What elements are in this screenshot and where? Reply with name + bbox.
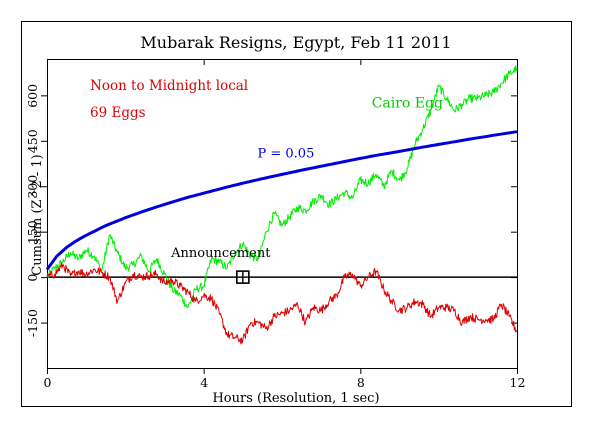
cairo-egg-series-line [46, 65, 518, 308]
x-tick-label: 0 [44, 375, 52, 390]
y-tick-label: -150 [25, 309, 40, 337]
y-tick-label: 300 [25, 175, 40, 199]
red-series-line [46, 262, 518, 345]
x-axis-ticks: 0 4 8 12 [44, 59, 526, 390]
series-layer [45, 65, 518, 345]
cairo-egg-series-label: Cairo Egg [372, 95, 443, 111]
p-value-label: P = 0.05 [257, 146, 314, 161]
y-axis-label: Cumsum (Z^2 - 1) [30, 154, 45, 275]
plot-area-frame [47, 59, 518, 369]
chart-outer-frame [21, 21, 572, 407]
p-005-envelope-line [45, 130, 518, 271]
announcement-marker [236, 270, 250, 284]
y-tick-label: 0 [25, 274, 40, 282]
x-axis-label: Hours (Resolution, 1 sec) [212, 391, 379, 406]
y-tick-label: 600 [25, 84, 40, 108]
y-axis-ticks: -150 0 150 300 450 600 [25, 84, 517, 337]
y-tick-label: 450 [25, 129, 40, 153]
x-tick-label: 4 [200, 375, 208, 390]
eggs-annotation: 69 Eggs [90, 105, 146, 121]
y-tick-label: 150 [25, 220, 40, 244]
period-annotation: Noon to Midnight local [90, 78, 248, 94]
chart-title: Mubarak Resigns, Egypt, Feb 11 2011 [140, 33, 451, 52]
x-tick-label: 12 [510, 375, 526, 390]
announcement-label: Announcement [170, 246, 271, 261]
x-tick-label: 8 [357, 375, 365, 390]
